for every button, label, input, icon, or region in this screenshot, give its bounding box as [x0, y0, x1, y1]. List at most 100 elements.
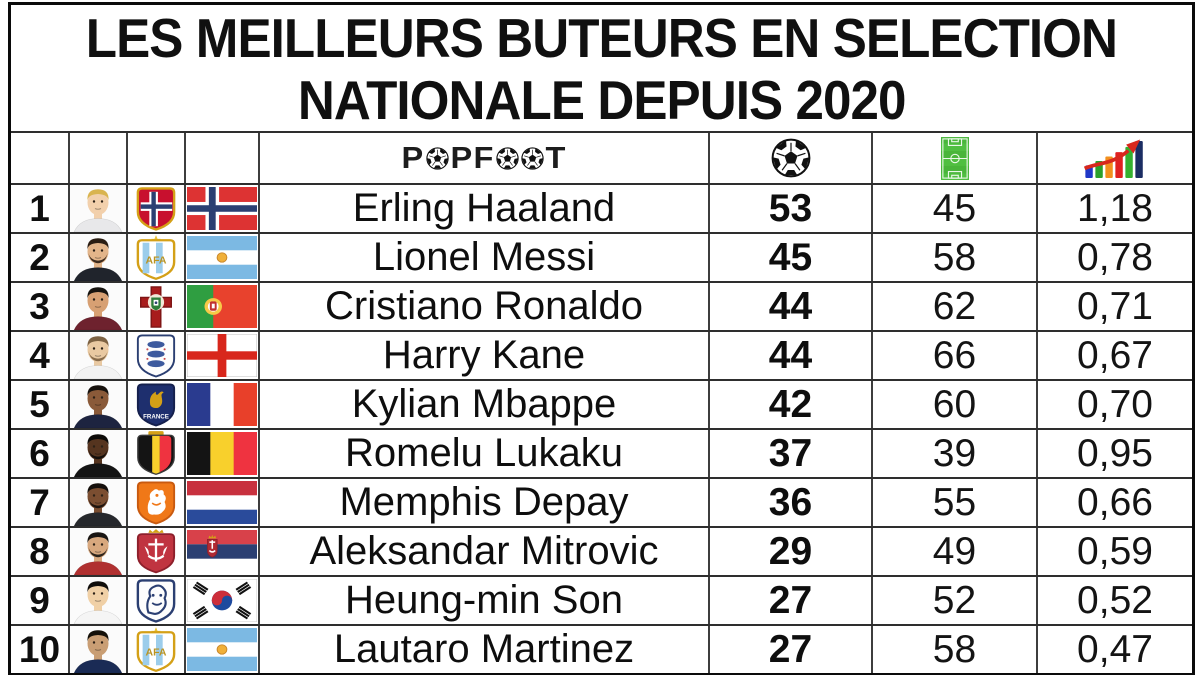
rank-cell-text: 4 — [29, 334, 50, 376]
ratio-value-text: 0,78 — [1077, 235, 1153, 279]
table-row: 6 Romelu Lukaku 37 39 0,95 — [11, 430, 1192, 479]
matches-value: 55 — [873, 479, 1038, 526]
matches-value: 58 — [873, 234, 1038, 281]
federation-crest — [128, 185, 186, 232]
federation-crest — [128, 430, 186, 477]
table-row: 5 FRANCE Kylian Mbappe 42 60 0,70 — [11, 381, 1192, 430]
table-row: 4 Harry Kane 44 66 0,67 — [11, 332, 1192, 381]
goals-value: 27 — [710, 577, 873, 624]
logo-ball-icon — [425, 146, 449, 170]
rank-cell: 10 — [11, 626, 70, 673]
country-flag — [186, 577, 260, 624]
matches-value-text: 45 — [932, 186, 977, 230]
federation-crest — [128, 528, 186, 575]
player-name-text: Aleksandar Mitrovic — [309, 529, 659, 573]
player-name: Lautaro Martinez — [260, 626, 710, 673]
svg-text:AFA: AFA — [146, 254, 167, 266]
rank-cell-text: 1 — [29, 187, 50, 229]
player-name-text: Romelu Lukaku — [345, 431, 623, 475]
rank-cell-text: 2 — [29, 236, 50, 278]
matches-value-text: 58 — [932, 235, 977, 279]
federation-crest: AFA — [128, 626, 186, 673]
ratio-value: 0,67 — [1038, 332, 1192, 379]
goals-value-text: 27 — [768, 627, 813, 671]
ratio-value: 0,71 — [1038, 283, 1192, 330]
country-flag — [186, 528, 260, 575]
matches-value-text: 49 — [932, 529, 977, 573]
crest-column-header — [128, 133, 186, 183]
rank-cell-text: 5 — [29, 383, 50, 425]
goals-value-text: 45 — [768, 235, 813, 279]
table-body: 1 Erling Haaland 5 3 45 1,18 2 AFA Lionel Messi 4… — [11, 185, 1192, 673]
logo-letter: P — [450, 140, 473, 175]
table-row: 1 Erling Haaland 53 45 1,18 — [11, 185, 1192, 234]
rank-cell: 3 — [11, 283, 70, 330]
player-name: Aleksandar Mitrovic — [260, 528, 710, 575]
table-frame: LES MEILLEURS BUTEURS EN SELECTION NATIO… — [8, 2, 1195, 675]
ratio-value: 0,52 — [1038, 577, 1192, 624]
ratio-value: 0,59 — [1038, 528, 1192, 575]
federation-crest — [128, 283, 186, 330]
page-title-line1: LES MEILLEURS BUTEURS EN SELECTION — [85, 7, 1118, 69]
goals-value: 42 — [710, 381, 873, 428]
player-name-text: Lionel Messi — [372, 235, 596, 279]
ratio-value: 0,78 — [1038, 234, 1192, 281]
matches-value-text: 39 — [932, 431, 977, 475]
rank-cell-text: 6 — [29, 432, 50, 474]
rank-cell: 4 — [11, 332, 70, 379]
ratio-value: 0,66 — [1038, 479, 1192, 526]
rank-cell: 6 — [11, 430, 70, 477]
player-photo — [70, 381, 128, 428]
ratio-value: 0,70 — [1038, 381, 1192, 428]
table-row: 3 Cristiano Ronaldo 44 62 0,71 — [11, 283, 1192, 332]
table-row: 8 Aleksandar Mitrovic 29 49 0,59 — [11, 528, 1192, 577]
goals-value: 45 — [710, 234, 873, 281]
player-photo — [70, 479, 128, 526]
player-photo — [70, 283, 128, 330]
photo-column-header — [70, 133, 128, 183]
goals-value-text: 36 — [768, 480, 813, 524]
logo-ball-icon — [496, 146, 519, 170]
player-name-text: Harry Kane — [382, 333, 586, 377]
matches-value-text: 52 — [932, 578, 977, 622]
player-name: Romelu Lukaku — [260, 430, 710, 477]
player-name-text: Lautaro Martinez — [333, 627, 635, 671]
federation-crest: FRANCE — [128, 381, 186, 428]
matches-value-text: 55 — [932, 480, 977, 524]
goals-value-text: 27 — [768, 578, 813, 622]
goals-value: 36 — [710, 479, 873, 526]
goals-value-text: 29 — [768, 529, 813, 573]
logo-letter: T — [545, 140, 567, 175]
player-name-text: Erling Haaland — [352, 186, 616, 230]
country-flag — [186, 381, 260, 428]
table-row: 7 Memphis Depay 36 55 0,66 — [11, 479, 1192, 528]
player-name: Erling Haaland — [260, 185, 710, 232]
ratio-value-text: 0,52 — [1077, 578, 1153, 622]
rank-cell-text: 3 — [29, 285, 50, 327]
ratio-value-text: 1,18 — [1077, 186, 1153, 230]
rank-cell-text: 9 — [29, 579, 50, 621]
player-photo — [70, 626, 128, 673]
ratio-value-text: 0,70 — [1077, 382, 1153, 426]
table-row: 10 AFA Lautaro Martinez 27 58 0,47 — [11, 626, 1192, 673]
goals-value-text: 37 — [768, 431, 813, 475]
matches-value: 62 — [873, 283, 1038, 330]
ratio-value: 0,95 — [1038, 430, 1192, 477]
federation-crest: AFA — [128, 234, 186, 281]
table-row: 2 AFA Lionel Messi 45 58 0,78 — [11, 234, 1192, 283]
federation-crest — [128, 577, 186, 624]
soccer-ball-icon — [710, 133, 873, 183]
player-name: Lionel Messi — [260, 234, 710, 281]
player-photo — [70, 577, 128, 624]
federation-crest — [128, 332, 186, 379]
goals-value-text: 44 — [768, 284, 813, 328]
country-flag — [186, 185, 260, 232]
rank-cell-text: 7 — [29, 481, 50, 523]
goals-value: 37 — [710, 430, 873, 477]
ratio-value: 0,47 — [1038, 626, 1192, 673]
rank-cell: 2 — [11, 234, 70, 281]
player-photo — [70, 528, 128, 575]
